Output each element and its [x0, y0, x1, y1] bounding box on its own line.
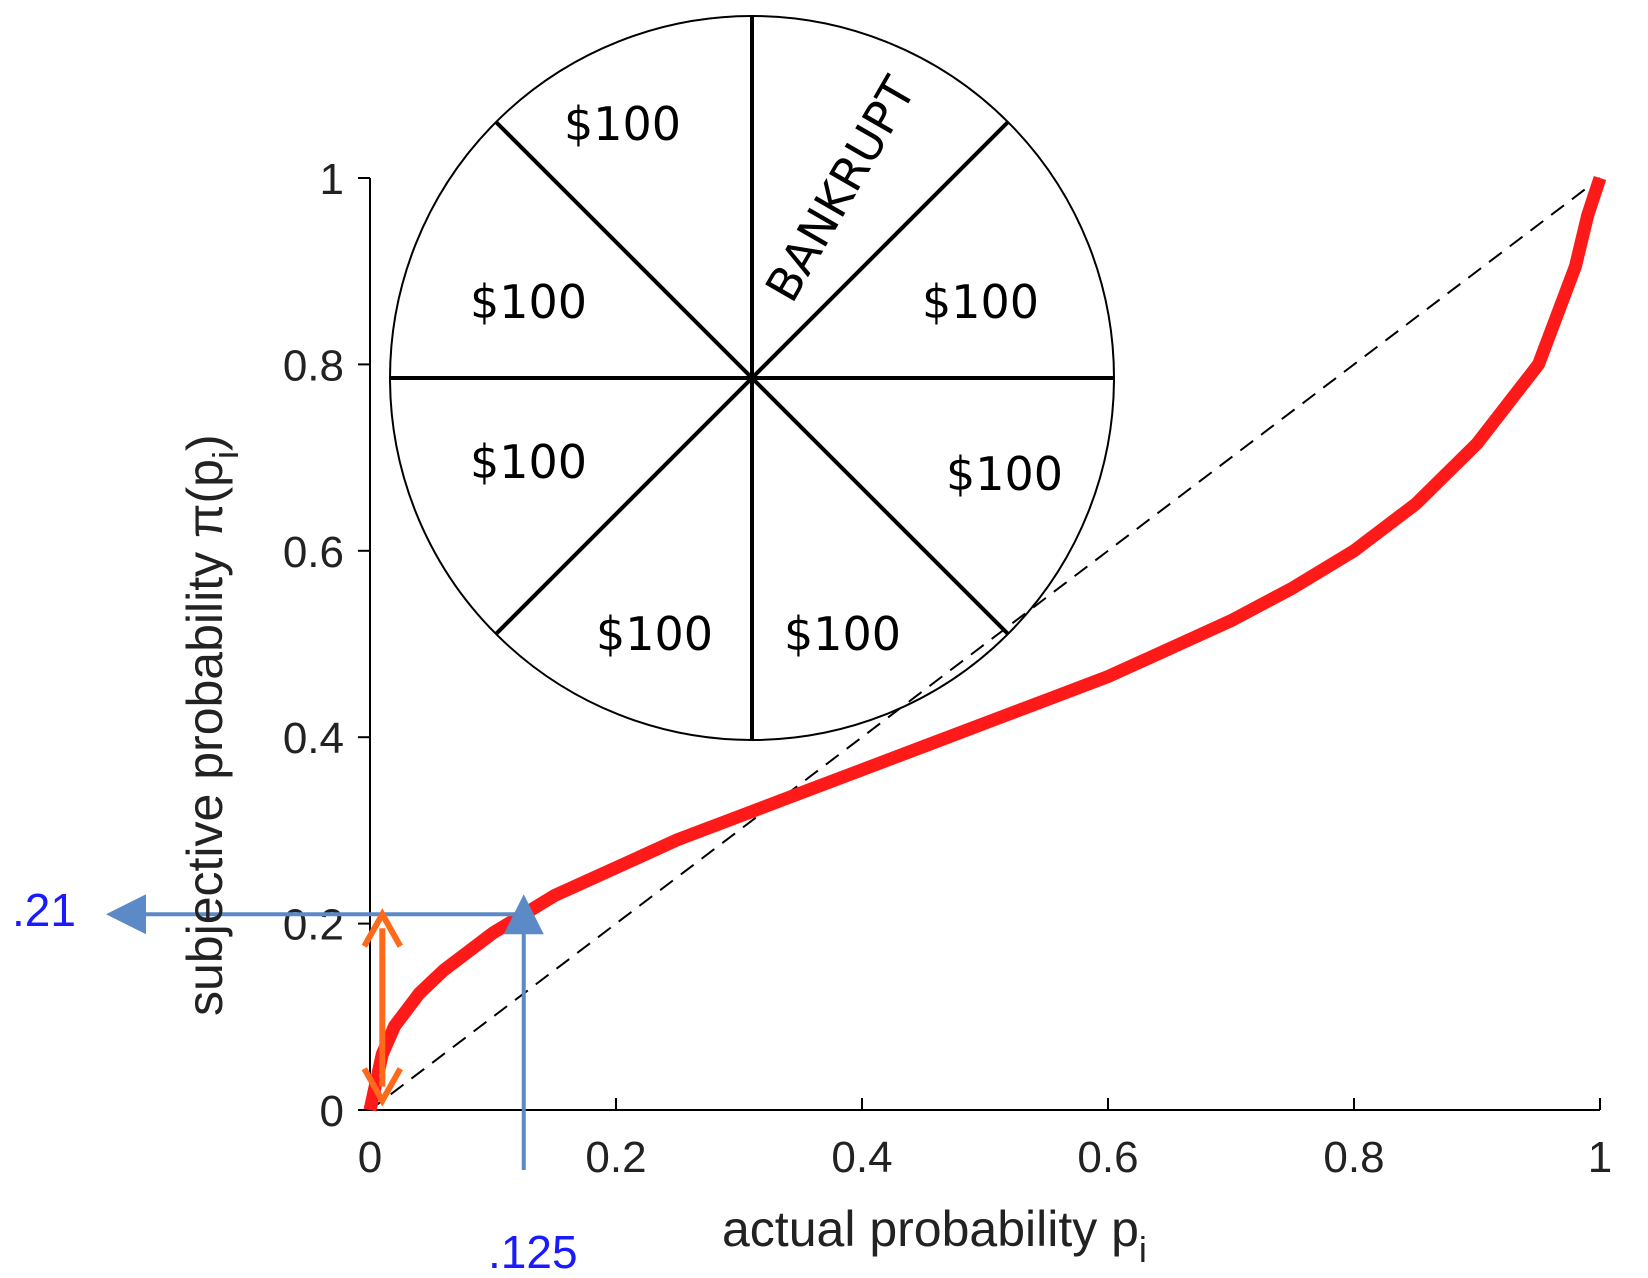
y-axis-title-close: ) [177, 434, 233, 451]
x-tick-label: 0.6 [1077, 1133, 1138, 1182]
y-axis-title: subjective probability π(pi) [177, 434, 246, 1016]
annotation-x-value: .125 [488, 1226, 578, 1278]
axes [369, 178, 1600, 1111]
wheel-slice-label: $100 [470, 435, 587, 489]
y-tick-label: 0 [320, 1087, 344, 1136]
wheel-spoke [494, 120, 1010, 636]
wheel-slice-label: $100 [470, 275, 587, 329]
y-tick-label: 0.4 [283, 714, 344, 763]
x-tick-label: 0.8 [1323, 1133, 1384, 1182]
x-tick-label: 0.2 [585, 1133, 646, 1182]
y-tick-label: 0.8 [283, 341, 344, 390]
identity-dashed-line [369, 177, 1601, 1111]
wheel-slice-label: $100 [922, 275, 1039, 329]
y-tick-label: 0.2 [283, 901, 344, 950]
y-axis-ticks: 0 0.2 0.4 0.6 0.8 1 [283, 155, 370, 1136]
y-axis-title-main: subjective probability π(p [177, 459, 233, 1016]
weighting-function-curve [363, 175, 1607, 1112]
x-axis-title-subscript: i [1139, 1229, 1147, 1270]
wheel-slice-label: $100 [564, 97, 681, 151]
prize-wheel-inset: $100 $100 $100 $100 $100 $100 $100 BANKR… [389, 15, 1115, 741]
orange-arrow-head-up [361, 908, 403, 948]
wheel-slice-label: $100 [946, 447, 1063, 501]
wheel-spokes [390, 16, 1114, 740]
x-axis-title-main: actual probability p [722, 1201, 1139, 1257]
x-tick-label: 0.4 [831, 1133, 892, 1182]
y-tick-label: 1 [320, 155, 344, 204]
wheel-slice-label: $100 [596, 607, 713, 661]
orange-arrow-head-down [361, 1067, 403, 1107]
x-tick-label: 0 [358, 1133, 382, 1182]
y-tick-label: 0.6 [283, 528, 344, 577]
y-axis-title-subscript: i [205, 451, 246, 459]
wheel-slice-label: $100 [784, 607, 901, 661]
x-axis-ticks: 0 0.2 0.4 0.6 0.8 1 [358, 1098, 1612, 1182]
annotation-y-value: .21 [12, 884, 76, 936]
orange-double-arrow [361, 908, 403, 1107]
x-axis-title: actual probability pi [722, 1201, 1147, 1270]
x-tick-label: 1 [1588, 1133, 1612, 1182]
